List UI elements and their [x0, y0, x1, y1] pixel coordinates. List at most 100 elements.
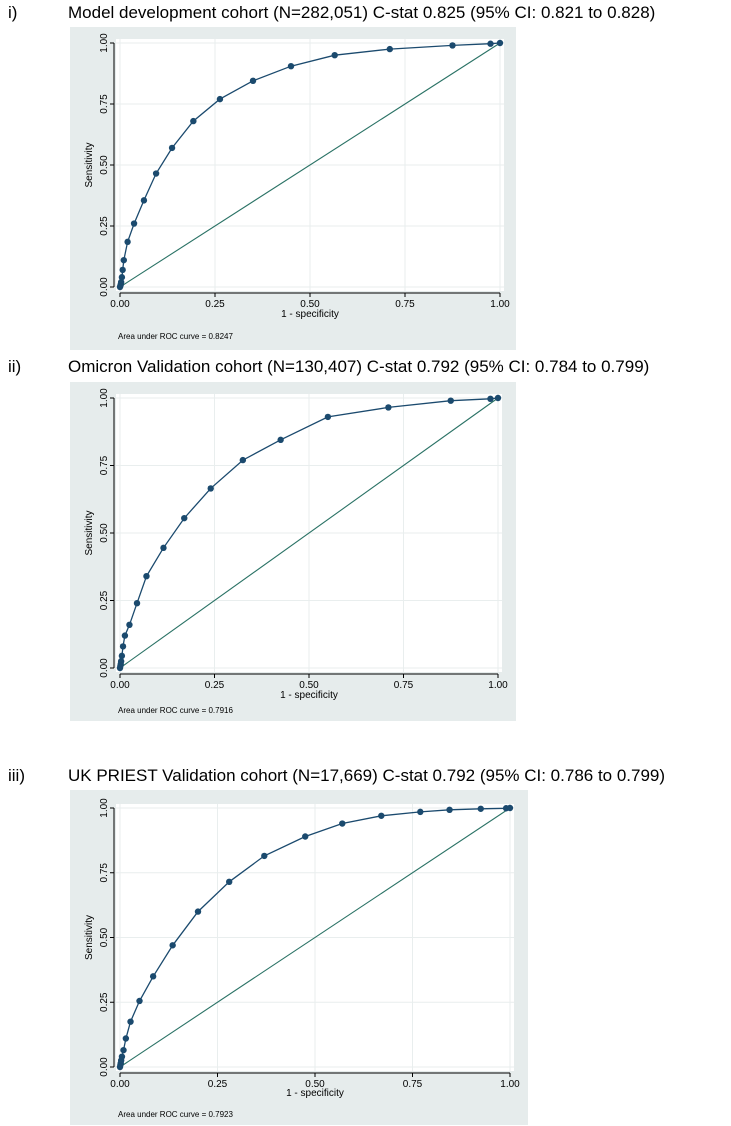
- roc-point: [331, 52, 338, 59]
- roc-point: [126, 621, 133, 628]
- roc-point: [120, 256, 127, 264]
- x-tick-label: 0.00: [110, 1079, 130, 1090]
- y-tick-label: 0.50: [99, 927, 110, 947]
- x-tick-label: 0.50: [299, 680, 319, 691]
- roc-point: [249, 77, 257, 85]
- x-tick-label: 0.50: [300, 299, 320, 310]
- chart-frame: 0.00 0.25 0.50 0.75 1.00 0.00 0.25 0.50 0.75 1.00…: [70, 27, 516, 350]
- y-tick-label: 0.25: [99, 590, 110, 610]
- y-tick-label: 0.50: [99, 523, 110, 543]
- y-tick-label: 0.50: [99, 155, 110, 175]
- roc-point: [417, 808, 424, 816]
- reference-line: [119, 807, 511, 1068]
- roc-point: [119, 266, 126, 274]
- roc-point: [477, 805, 484, 812]
- roc-point: [120, 1046, 127, 1054]
- roc-point: [378, 812, 385, 819]
- y-tick-label: 0.75: [99, 863, 110, 883]
- auc-note: Area under ROC curve = 0.7923: [118, 1110, 233, 1119]
- auc-note: Area under ROC curve = 0.7916: [118, 706, 233, 715]
- chart-frame: 0.00 0.25 0.50 0.75 1.00 0.00 0.25 0.50 0.75 1.00…: [70, 790, 528, 1125]
- roc-point: [207, 485, 214, 492]
- roc-point: [168, 144, 176, 152]
- x-tick-label: 1.00: [500, 1079, 520, 1090]
- y-axis-label: Sensitivity: [84, 510, 95, 555]
- x-tick-label: 1.00: [490, 299, 510, 310]
- roc-point: [118, 652, 126, 660]
- y-tick-label: 0.00: [99, 658, 110, 678]
- roc-point: [239, 456, 247, 464]
- roc-point: [133, 600, 141, 607]
- x-tick-label: 0.00: [110, 680, 130, 691]
- roc-point: [152, 170, 160, 177]
- y-tick-label: 0.00: [99, 1057, 110, 1077]
- x-tick-label: 1.00: [488, 680, 508, 691]
- x-axis-label: 1 - specificity: [281, 309, 339, 320]
- roc-chart: 0.00 0.25 0.50 0.75 1.00 0.00 0.25 0.50 0.75 1.00…: [84, 33, 510, 320]
- y-tick-label: 0.25: [99, 992, 110, 1012]
- roc-point: [194, 908, 202, 915]
- roc-point: [118, 274, 126, 281]
- roc-point: [449, 42, 456, 49]
- roc-point: [160, 544, 167, 552]
- roc-point: [117, 278, 125, 286]
- x-tick-label: 0.75: [395, 299, 415, 310]
- roc-point: [496, 39, 504, 47]
- y-tick-label: 0.00: [99, 277, 110, 297]
- roc-point: [124, 238, 131, 246]
- roc-point: [261, 852, 268, 860]
- x-tick-label: 0.50: [305, 1079, 325, 1090]
- roc-point: [118, 1053, 126, 1060]
- auc-note: Area under ROC curve = 0.8247: [118, 332, 233, 341]
- roc-point: [302, 833, 309, 840]
- roc-point: [287, 62, 295, 70]
- panel-label: iii): [8, 766, 25, 785]
- roc-point: [190, 117, 197, 125]
- reference-line: [119, 397, 499, 669]
- roc-point: [122, 1035, 130, 1042]
- chart-title: Omicron Validation cohort (N=130,407) C-…: [68, 357, 650, 376]
- roc-point: [226, 878, 233, 886]
- roc-point: [121, 632, 129, 639]
- reference-line: [119, 42, 501, 288]
- roc-chart: 0.00 0.25 0.50 0.75 1.00 0.00 0.25 0.50 0.75 1.00…: [84, 798, 520, 1099]
- panel-label: ii): [8, 357, 22, 376]
- chart-frame: 0.00 0.25 0.50 0.75 1.00 0.00 0.25 0.50 0.75 1.00…: [70, 382, 516, 721]
- y-tick-label: 0.75: [99, 94, 110, 114]
- x-tick-label: 0.25: [208, 1079, 228, 1090]
- roc-point: [117, 658, 125, 665]
- roc-point: [127, 1018, 134, 1025]
- roc-point: [447, 397, 454, 404]
- x-axis-label: 1 - specificity: [280, 690, 338, 701]
- x-axis-label: 1 - specificity: [286, 1088, 344, 1099]
- y-tick-label: 0.75: [99, 455, 110, 475]
- roc-point: [140, 197, 148, 204]
- y-axis-label: Sensitivity: [84, 915, 95, 960]
- roc-point: [169, 942, 176, 949]
- roc-point: [119, 643, 127, 650]
- roc-point: [494, 394, 502, 402]
- roc-point: [130, 220, 138, 227]
- roc-point: [149, 973, 157, 980]
- roc-point: [143, 573, 150, 580]
- chart-title: UK PRIEST Validation cohort (N=17,669) C…: [68, 766, 666, 785]
- y-axis-label: Sensitivity: [84, 142, 95, 187]
- y-tick-label: 1.00: [99, 388, 110, 408]
- x-tick-label: 0.75: [403, 1079, 423, 1090]
- panel-label: i): [8, 3, 18, 22]
- x-tick-label: 0.00: [110, 299, 130, 310]
- roc-point: [385, 404, 392, 411]
- roc-point: [506, 804, 514, 812]
- y-tick-label: 1.00: [99, 798, 110, 818]
- x-tick-label: 0.25: [205, 299, 225, 310]
- y-tick-label: 0.25: [99, 216, 110, 236]
- roc-point: [386, 45, 393, 53]
- x-tick-label: 0.75: [394, 680, 414, 691]
- chart-title: Model development cohort (N=282,051) C-s…: [68, 3, 656, 22]
- roc-point: [136, 997, 143, 1005]
- roc-point: [277, 436, 284, 444]
- y-tick-label: 1.00: [99, 33, 110, 53]
- roc-point: [181, 514, 188, 522]
- roc-point: [216, 95, 224, 103]
- roc-point: [487, 40, 494, 47]
